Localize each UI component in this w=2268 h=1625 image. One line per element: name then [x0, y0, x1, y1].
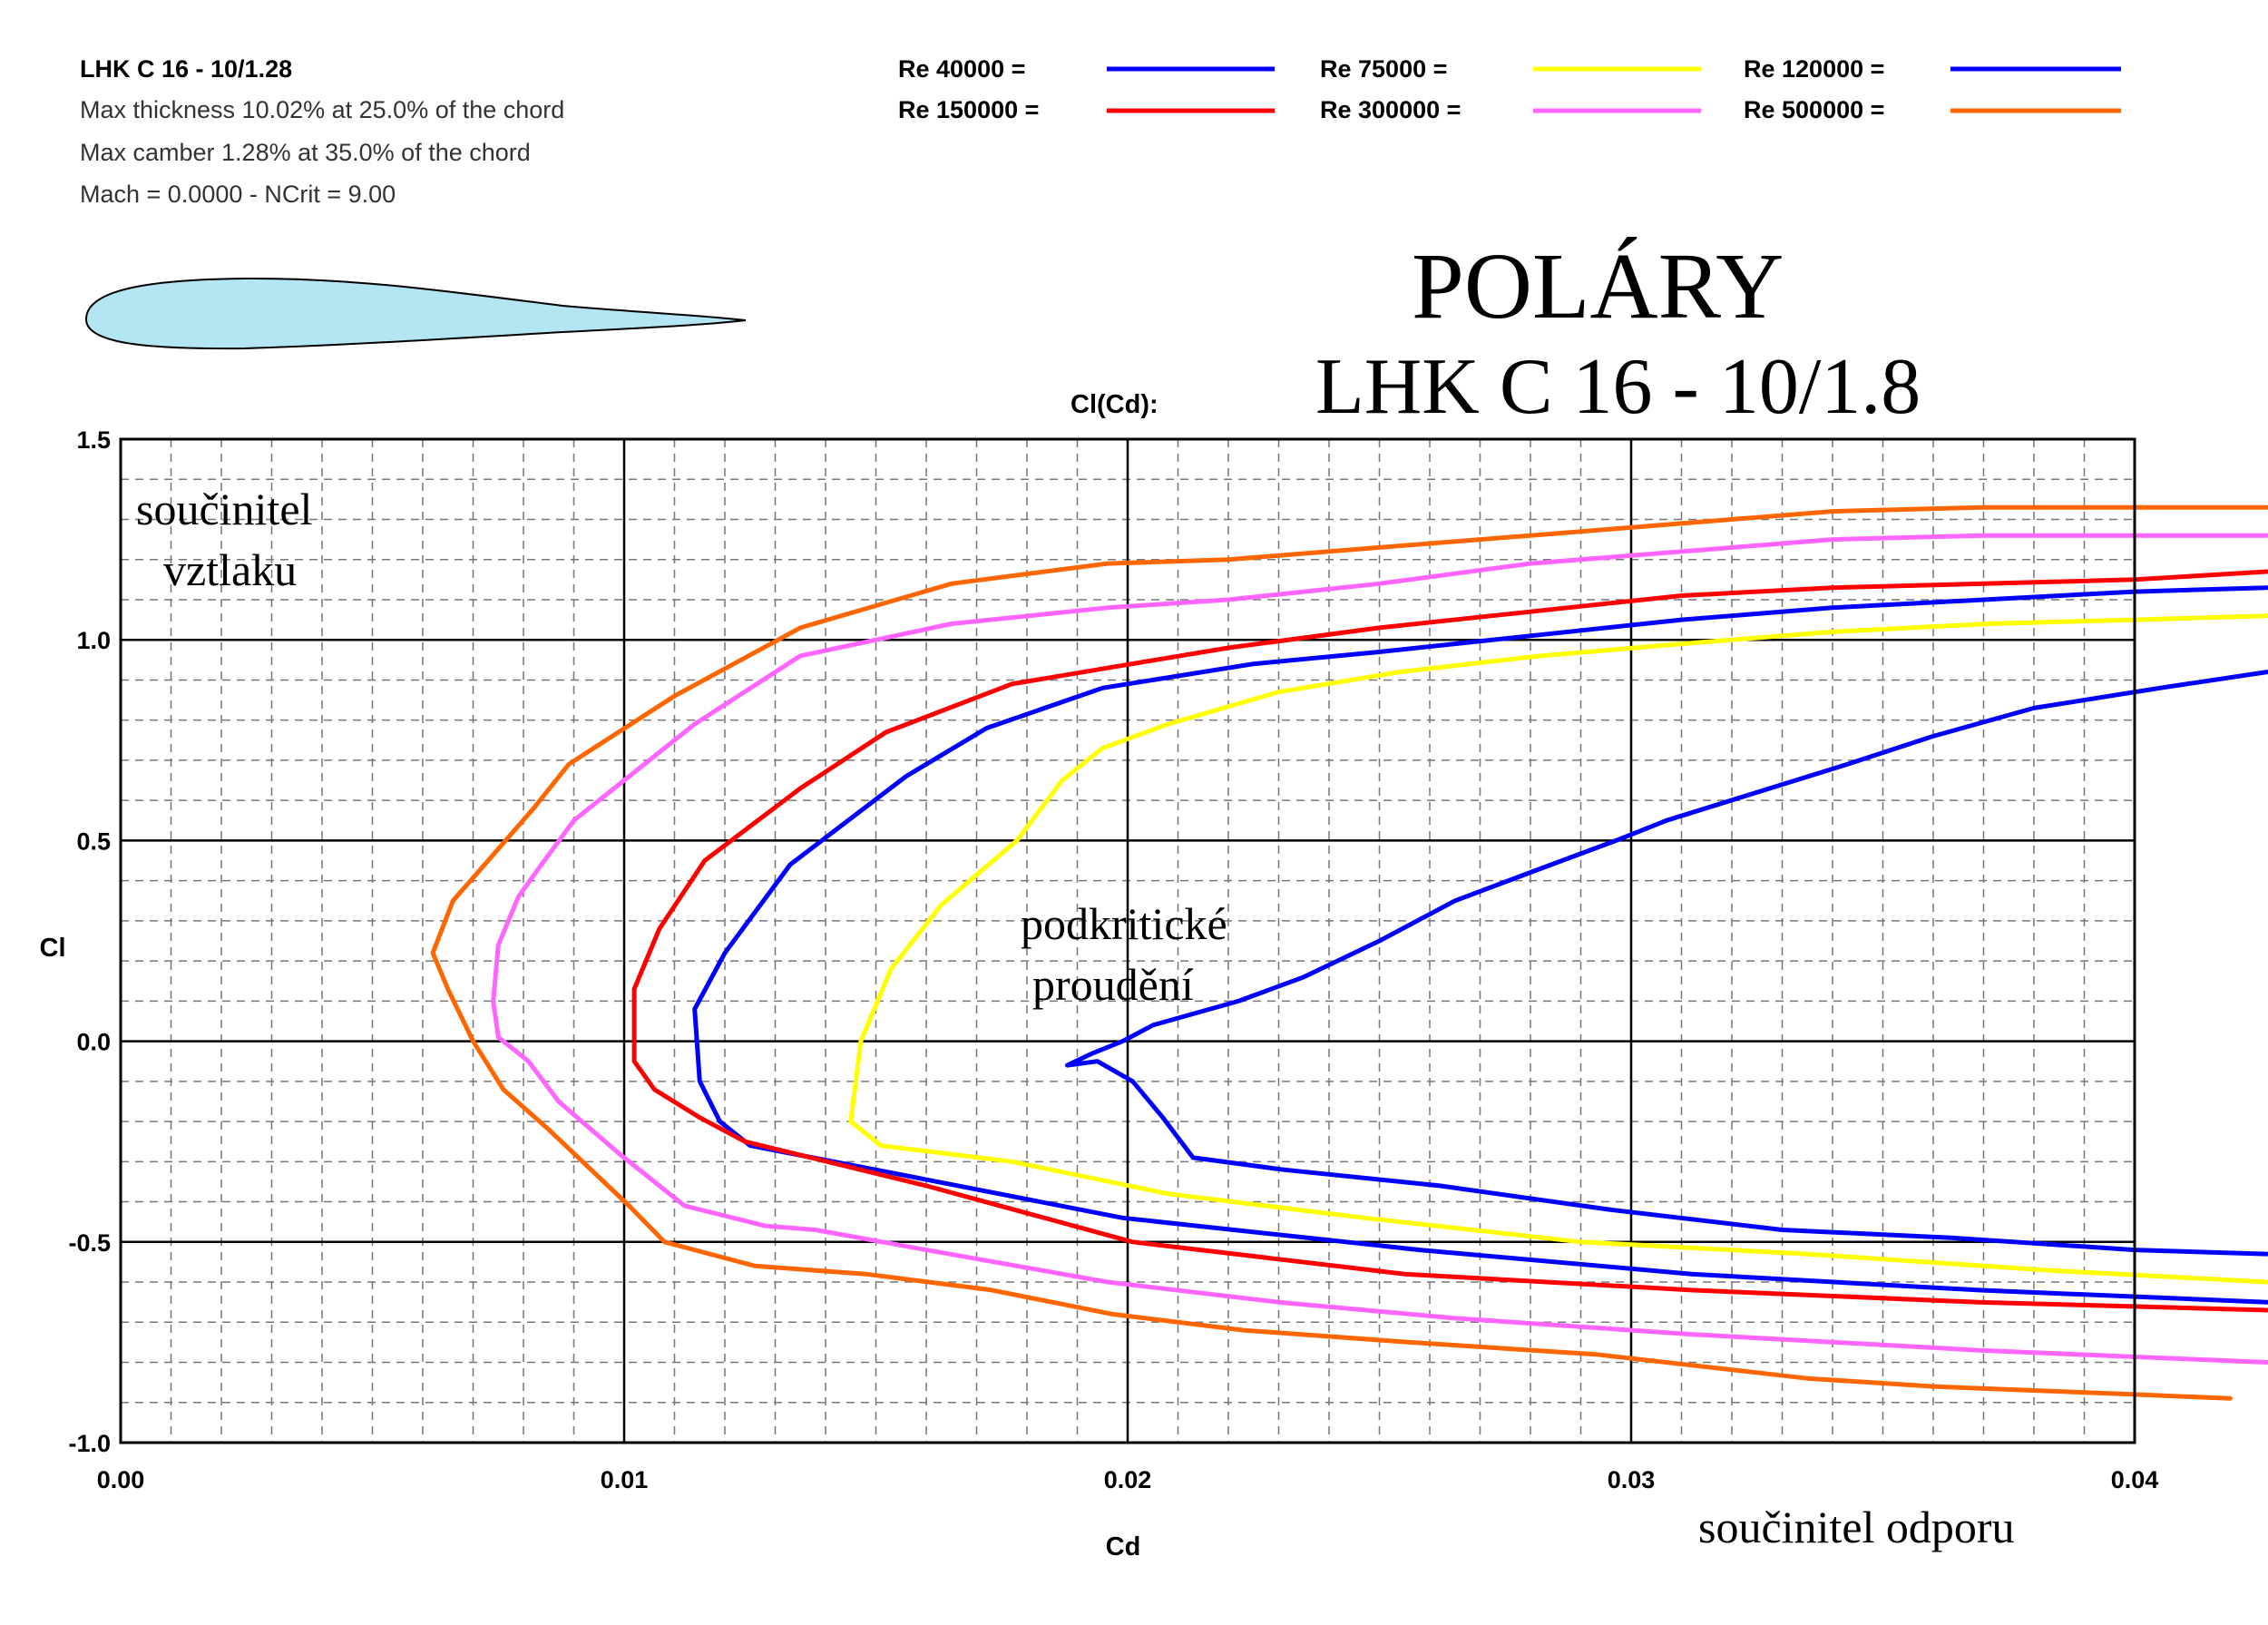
airfoil-name: LHK C 16 - 10/1.28 [80, 55, 292, 83]
legend-item-re500000: Re 500000 = [1744, 96, 2121, 123]
series-layer [430, 504, 2268, 1401]
heading-airfoil-name: LHK C 16 - 10/1.8 [1315, 343, 1921, 431]
mach-ncrit-text: Mach = 0.0000 - NCrit = 9.00 [80, 181, 396, 208]
legend-label: Re 150000 = [898, 96, 1039, 123]
series-line-re500000 [430, 504, 2268, 1401]
series-line-re40000 [1064, 670, 2268, 1257]
x-tick-label: 0.04 [2111, 1466, 2159, 1493]
airfoil-info: LHK C 16 - 10/1.28 Max thickness 10.02% … [80, 55, 564, 208]
lift-annotation-line2: vztlaku [163, 544, 297, 595]
legend-item-re300000: Re 300000 = [1320, 96, 1701, 123]
plot-frame [119, 437, 2136, 1444]
heading-polary: POLÁRY [1412, 234, 1784, 338]
series-line-re300000 [491, 533, 2268, 1365]
y-tick-label: 0.0 [76, 1029, 111, 1056]
subcritical-annotation-line2: proudění [1032, 959, 1194, 1010]
series-line-re150000 [631, 569, 2268, 1313]
legend-label: Re 500000 = [1744, 96, 1884, 123]
max-thickness-text: Max thickness 10.02% at 25.0% of the cho… [80, 96, 564, 123]
lift-annotation-line1: součinitel [136, 484, 312, 534]
y-tick-label: 0.5 [76, 827, 111, 855]
legend-item-re40000: Re 40000 = [898, 55, 1275, 83]
subcritical-annotation-line1: podkritické [1021, 898, 1227, 949]
chart-title: Cl(Cd): [1070, 390, 1158, 419]
legend-label: Re 120000 = [1744, 55, 1884, 83]
x-tick-labels: 0.00 0.01 0.02 0.03 0.04 [97, 1466, 2159, 1493]
legend-label: Re 75000 = [1320, 55, 1447, 83]
legend-label: Re 300000 = [1320, 96, 1461, 123]
series-line-re75000 [848, 613, 2268, 1285]
legend: Re 40000 = Re 75000 = Re 120000 = Re 150… [898, 55, 2121, 123]
legend-item-re75000: Re 75000 = [1320, 55, 1701, 83]
airfoil-shape [84, 277, 747, 350]
x-tick-label: 0.03 [1608, 1466, 1656, 1493]
y-tick-labels: 1.5 1.0 0.5 0.0 -0.5 -1.0 [68, 426, 111, 1457]
legend-label: Re 40000 = [898, 55, 1025, 83]
max-camber-text: Max camber 1.28% at 35.0% of the chord [80, 139, 531, 166]
legend-item-re150000: Re 150000 = [898, 96, 1275, 123]
legend-item-re120000: Re 120000 = [1744, 55, 2121, 83]
series-line-re120000 [692, 585, 2268, 1305]
x-tick-label: 0.01 [601, 1466, 649, 1493]
y-tick-label: -1.0 [68, 1430, 111, 1457]
y-axis-label: Cl [40, 934, 66, 963]
x-axis-label: Cd [1106, 1532, 1141, 1561]
y-tick-label: 1.0 [76, 627, 111, 654]
drag-annotation: součinitel odporu [1698, 1502, 2015, 1552]
x-tick-label: 0.00 [97, 1466, 145, 1493]
x-tick-label: 0.02 [1104, 1466, 1152, 1493]
y-tick-label: 1.5 [76, 426, 111, 454]
y-tick-label: -0.5 [68, 1229, 111, 1257]
